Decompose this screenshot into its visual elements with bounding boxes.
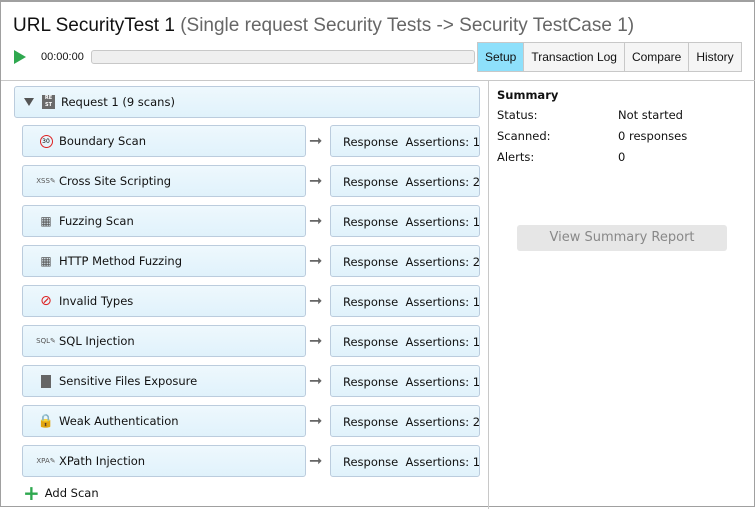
assertion-item[interactable]: Response Assertions: 1 — [330, 445, 480, 477]
scan-row: ⊘ Invalid Types ➞ Response Assertions: 1 — [22, 285, 480, 317]
scan-item[interactable]: XSS✎ Cross Site Scripting — [22, 165, 306, 197]
summary-title: Summary — [497, 88, 559, 102]
arrow-right-icon: ➞ — [309, 251, 323, 270]
arrow-right-icon: ➞ — [309, 171, 323, 190]
tab-setup[interactable]: Setup — [478, 43, 524, 71]
assertion-item[interactable]: Response Assertions: 1 — [330, 205, 480, 237]
scan-row: ▦ HTTP Method Fuzzing ➞ Response Assertio… — [22, 245, 480, 277]
assertion-item[interactable]: Response Assertions: 1 — [330, 125, 480, 157]
assertion-item[interactable]: Response Assertions: 2 — [330, 245, 480, 277]
scan-item[interactable]: Sensitive Files Exposure — [22, 365, 306, 397]
panel-splitter[interactable] — [488, 81, 489, 509]
add-scan-label: Add Scan — [44, 486, 99, 500]
xpath-icon: XPA✎ — [36, 457, 56, 465]
summary-key: Scanned: — [497, 129, 551, 143]
progress-bar — [91, 50, 475, 64]
assertion-item[interactable]: Response Assertions: 1 — [330, 325, 480, 357]
lock-icon: 🔒 — [37, 413, 55, 429]
tab-transaction-log[interactable]: Transaction Log — [523, 43, 624, 71]
fuzzing-icon: ▦ — [40, 254, 52, 268]
scan-row: 🔒 Weak Authentication ➞ Response Assertio… — [22, 405, 480, 437]
arrow-right-icon: ➞ — [309, 211, 323, 230]
arrow-right-icon: ➞ — [309, 291, 323, 310]
scan-item[interactable]: ⊘ Invalid Types — [22, 285, 306, 317]
scan-name: Invalid Types — [59, 294, 134, 308]
scan-row: Sensitive Files Exposure ➞ Response Asse… — [22, 365, 480, 397]
scan-item[interactable]: ▦ Fuzzing Scan — [22, 205, 306, 237]
elapsed-time: 00:00:00 — [41, 51, 84, 63]
title-main: URL SecurityTest 1 — [13, 15, 175, 36]
title-sub: (Single request Security Tests -> Securi… — [180, 15, 635, 36]
scan-row: XSS✎ Cross Site Scripting ➞ Response Asse… — [22, 165, 480, 197]
scan-item[interactable]: ▦ HTTP Method Fuzzing — [22, 245, 306, 277]
summary-key: Status: — [497, 108, 538, 122]
summary-key: Alerts: — [497, 150, 535, 164]
scan-item[interactable]: SQL✎ SQL Injection — [22, 325, 306, 357]
file-icon — [39, 374, 53, 388]
scan-item[interactable]: XPA✎ XPath Injection — [22, 445, 306, 477]
scan-row: XPA✎ XPath Injection ➞ Response Assertion… — [22, 445, 480, 477]
scan-name: Sensitive Files Exposure — [59, 374, 198, 388]
sql-icon: SQL✎ — [36, 337, 56, 345]
scan-row: SQL✎ SQL Injection ➞ Response Assertions:… — [22, 325, 480, 357]
arrow-right-icon: ➞ — [309, 331, 323, 350]
assertion-item[interactable]: Response Assertions: 2 — [330, 405, 480, 437]
add-scan-button[interactable]: + Add Scan — [23, 481, 99, 505]
arrow-right-icon: ➞ — [309, 451, 323, 470]
xss-icon: XSS✎ — [36, 177, 56, 185]
assertion-item[interactable]: Response Assertions: 1 — [330, 365, 480, 397]
scan-item[interactable]: 🔒 Weak Authentication — [22, 405, 306, 437]
scan-name: Weak Authentication — [59, 414, 179, 428]
scan-name: SQL Injection — [59, 334, 135, 348]
scan-name: Fuzzing Scan — [59, 214, 134, 228]
view-summary-report-button[interactable]: View Summary Report — [517, 225, 727, 251]
summary-value: 0 responses — [618, 129, 688, 143]
rest-icon: RE ST — [42, 95, 55, 109]
tab-bar: Setup Transaction Log Compare History — [477, 42, 742, 72]
summary-value: Not started — [618, 108, 683, 122]
arrow-right-icon: ➞ — [309, 371, 323, 390]
scan-row: 30 Boundary Scan ➞ Response Assertions: 1 — [22, 125, 480, 157]
request-label: Request 1 (9 scans) — [61, 95, 175, 109]
scan-name: Boundary Scan — [59, 134, 146, 148]
divider — [1, 80, 755, 81]
scan-name: HTTP Method Fuzzing — [59, 254, 183, 268]
tab-compare[interactable]: Compare — [623, 43, 689, 71]
scan-row: ▦ Fuzzing Scan ➞ Response Assertions: 1 — [22, 205, 480, 237]
tab-history[interactable]: History — [688, 43, 741, 71]
assertion-item[interactable]: Response Assertions: 1 — [330, 285, 480, 317]
assertion-item[interactable]: Response Assertions: 2 — [330, 165, 480, 197]
prohibited-icon: ⊘ — [40, 293, 52, 309]
plus-icon: + — [23, 481, 40, 505]
summary-row-alerts: Alerts: 0 — [497, 150, 687, 171]
summary-row-scanned: Scanned: 0 responses — [497, 129, 687, 150]
summary-panel: Summary Status: Not started Scanned: 0 res… — [497, 88, 687, 171]
page-title: URL SecurityTest 1 (Single request Secur… — [13, 15, 634, 37]
scan-name: XPath Injection — [59, 454, 146, 468]
play-icon[interactable] — [14, 50, 26, 64]
boundary-icon: 30 — [39, 134, 53, 148]
scan-name: Cross Site Scripting — [59, 174, 172, 188]
summary-value: 0 — [618, 150, 626, 164]
scan-item[interactable]: 30 Boundary Scan — [22, 125, 306, 157]
arrow-right-icon: ➞ — [309, 131, 323, 150]
fuzzing-icon: ▦ — [40, 214, 52, 228]
summary-row-status: Status: Not started — [497, 108, 687, 129]
request-header[interactable]: RE ST Request 1 (9 scans) — [14, 86, 480, 118]
arrow-right-icon: ➞ — [309, 411, 323, 430]
collapse-icon[interactable] — [24, 98, 34, 106]
